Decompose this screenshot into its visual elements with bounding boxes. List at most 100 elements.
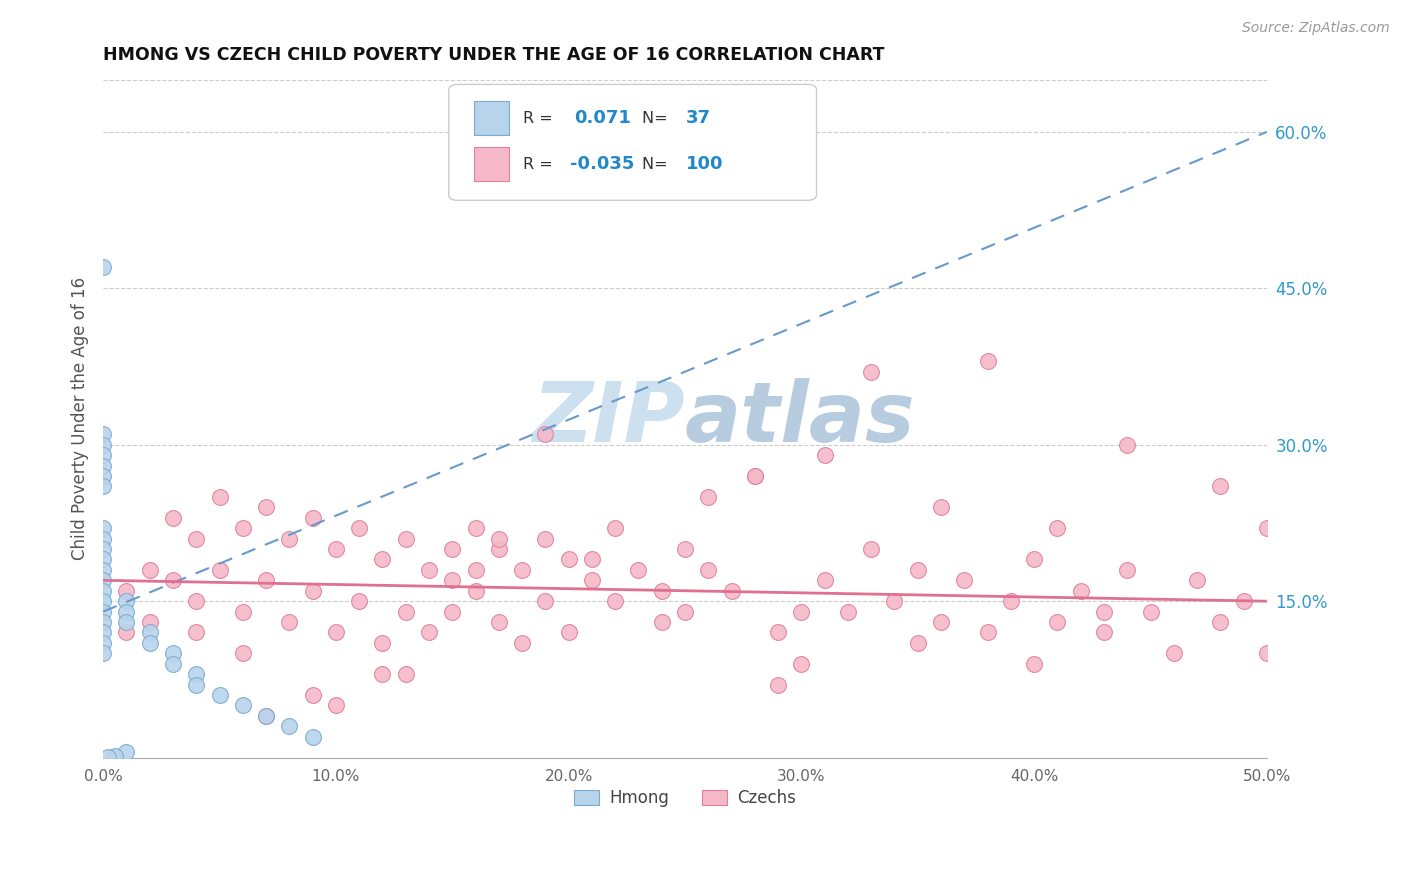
Text: 100: 100	[686, 155, 724, 173]
Point	[929, 500, 952, 515]
Point	[115, 594, 138, 608]
Point	[488, 532, 510, 546]
Point	[766, 625, 789, 640]
Point	[254, 709, 277, 723]
Point	[1209, 615, 1232, 629]
Point	[186, 678, 208, 692]
Text: Source: ZipAtlas.com: Source: ZipAtlas.com	[1241, 21, 1389, 35]
Point	[488, 542, 510, 557]
Point	[91, 521, 114, 535]
Point	[301, 730, 323, 744]
Point	[186, 532, 208, 546]
Point	[162, 574, 184, 588]
Point	[115, 746, 138, 760]
Point	[371, 636, 394, 650]
Point	[91, 615, 114, 629]
Text: 0.071: 0.071	[575, 110, 631, 128]
Point	[814, 574, 837, 588]
FancyBboxPatch shape	[474, 102, 509, 136]
Point	[138, 615, 160, 629]
Point	[1000, 594, 1022, 608]
Text: N=: N=	[643, 157, 672, 172]
Point	[91, 479, 114, 493]
Point	[91, 594, 114, 608]
Point	[115, 615, 138, 629]
Text: R =: R =	[523, 111, 558, 126]
Point	[1092, 625, 1115, 640]
Point	[744, 469, 766, 483]
Point	[581, 574, 603, 588]
Point	[91, 542, 114, 557]
Point	[186, 625, 208, 640]
Point	[837, 605, 859, 619]
Point	[1185, 574, 1208, 588]
Point	[301, 583, 323, 598]
Point	[418, 563, 440, 577]
Point	[907, 636, 929, 650]
Point	[651, 615, 673, 629]
Point	[814, 448, 837, 462]
Point	[186, 594, 208, 608]
Point	[138, 636, 160, 650]
Point	[1046, 521, 1069, 535]
Point	[91, 552, 114, 566]
Point	[976, 354, 998, 368]
Point	[1116, 563, 1139, 577]
Point	[162, 646, 184, 660]
Point	[883, 594, 905, 608]
Text: atlas: atlas	[685, 378, 915, 459]
Point	[1209, 479, 1232, 493]
Point	[115, 625, 138, 640]
Text: R =: R =	[523, 157, 558, 172]
Point	[91, 605, 114, 619]
Point	[91, 260, 114, 275]
Point	[104, 748, 127, 763]
Point	[395, 667, 418, 681]
Point	[557, 552, 579, 566]
Point	[860, 365, 883, 379]
Point	[651, 583, 673, 598]
Point	[441, 605, 464, 619]
Point	[790, 605, 813, 619]
Text: -0.035: -0.035	[569, 155, 634, 173]
Point	[278, 719, 301, 733]
Point	[790, 657, 813, 671]
Text: N=: N=	[643, 111, 672, 126]
Point	[325, 698, 347, 713]
Point	[581, 552, 603, 566]
Point	[534, 594, 557, 608]
Point	[115, 583, 138, 598]
Point	[1024, 552, 1046, 566]
Point	[673, 542, 696, 557]
Point	[91, 448, 114, 462]
Point	[232, 646, 254, 660]
Point	[1070, 583, 1092, 598]
Point	[208, 563, 231, 577]
Point	[907, 563, 929, 577]
Point	[162, 657, 184, 671]
Point	[371, 552, 394, 566]
Point	[929, 615, 952, 629]
Point	[91, 574, 114, 588]
Point	[254, 574, 277, 588]
Point	[91, 646, 114, 660]
Point	[605, 521, 627, 535]
Point	[301, 688, 323, 702]
Point	[232, 605, 254, 619]
Point	[976, 625, 998, 640]
Text: 37: 37	[686, 110, 711, 128]
Point	[1163, 646, 1185, 660]
Point	[254, 709, 277, 723]
Point	[464, 583, 486, 598]
Point	[418, 625, 440, 640]
Point	[232, 698, 254, 713]
Y-axis label: Child Poverty Under the Age of 16: Child Poverty Under the Age of 16	[72, 277, 89, 560]
Point	[91, 563, 114, 577]
Point	[1256, 646, 1278, 660]
Point	[278, 615, 301, 629]
Point	[488, 615, 510, 629]
Point	[557, 625, 579, 640]
Point	[464, 563, 486, 577]
Point	[91, 625, 114, 640]
Point	[534, 532, 557, 546]
